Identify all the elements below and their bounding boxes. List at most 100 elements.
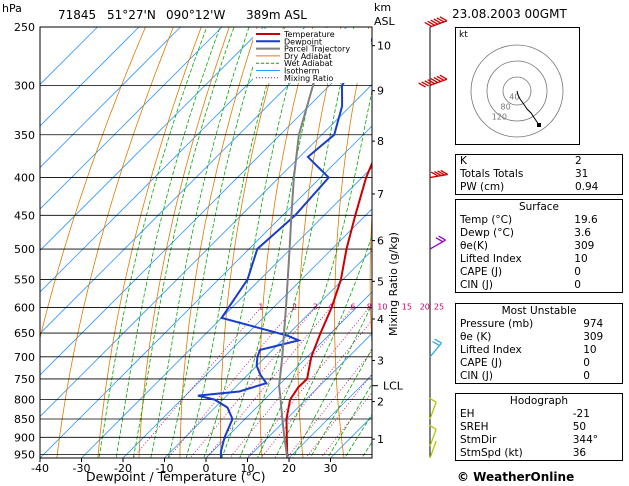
most-unstable-row-label: CAPE (J) xyxy=(460,357,503,369)
wind-barb-feather xyxy=(433,18,442,24)
surface-row-label: CAPE (J) xyxy=(460,266,503,278)
hodograph-trace xyxy=(516,90,540,126)
wind-barb-feather xyxy=(424,80,433,86)
mixing-ratio-tick-label: 25 xyxy=(434,302,444,311)
wind-barb-shaft xyxy=(429,239,446,250)
hodograph-stat-row-value: -21 xyxy=(572,408,590,420)
station-lat: 51°27'N xyxy=(107,8,156,22)
height-tick-label: 1 xyxy=(377,433,384,446)
most-unstable-title: Most Unstable xyxy=(501,305,577,317)
wind-barb-shaft xyxy=(429,428,437,447)
wind-barb xyxy=(429,235,446,250)
wind-barb xyxy=(429,169,449,179)
wet-adiabat-line xyxy=(292,303,372,458)
temperature-tick-label: -10 xyxy=(156,462,174,475)
hodograph-stat-row-label: SREH xyxy=(460,421,489,433)
surface-title: Surface xyxy=(518,201,559,213)
most-unstable-row-value: 309 xyxy=(583,331,604,343)
most-unstable-row: CIN (J) 0 xyxy=(456,370,622,383)
mixing-ratio-labels: 1 2 3 4 6 8 10 15 20 25 xyxy=(258,302,444,311)
wet-adiabat-line xyxy=(150,27,250,458)
mixing-ratio-line xyxy=(260,319,372,458)
wind-barb xyxy=(418,74,448,88)
surface-row-label: Lifted Index xyxy=(460,253,522,265)
wind-barb-feather xyxy=(428,424,437,430)
surface-row-label: CIN (J) xyxy=(460,279,493,291)
temperature-tick-label: 30 xyxy=(324,462,338,475)
mixing-ratio-tick-label: 1 xyxy=(258,302,263,311)
most-unstable-row-label: θe (K) xyxy=(460,331,492,343)
most-unstable-row-value: 10 xyxy=(583,344,597,356)
isotherm-line xyxy=(80,166,372,458)
isotherm-line xyxy=(40,27,182,169)
isotherm-line xyxy=(40,27,140,127)
most-unstable-row: θe (K) 309 xyxy=(456,331,622,344)
wind-barb-feather xyxy=(438,235,446,241)
wind-barb xyxy=(429,440,437,459)
legend-label: Mixing Ratio xyxy=(284,74,333,83)
hodograph-stat-row-value: 36 xyxy=(572,447,587,459)
surface-row-label: θe(K) xyxy=(460,240,488,252)
dewpoint-line xyxy=(197,37,372,458)
pressure-tick-label: 450 xyxy=(14,209,35,222)
temperature-tick-label: 10 xyxy=(241,462,255,475)
height-tick-label: 10 xyxy=(377,40,391,53)
surface-row: CAPE (J) 0 xyxy=(456,266,622,279)
hodograph-ring xyxy=(470,44,564,138)
most-unstable-row-label: CIN (J) xyxy=(460,370,493,382)
legend-label: Parcel Trajectory xyxy=(284,45,350,54)
mixing-ratio-tick-label: 20 xyxy=(420,302,430,311)
isotherm-line xyxy=(40,27,223,210)
wet-adiabat-line xyxy=(221,27,328,458)
wind-barb-feather xyxy=(433,76,442,83)
most-unstable-row: CAPE (J) 0 xyxy=(456,357,622,370)
height-tick-label: 3 xyxy=(377,354,384,367)
hodograph-ring xyxy=(502,76,532,106)
pressure-ticks: 250 300 350 400 450 500 550 600 650 700 750 800 850 9… xyxy=(14,21,35,462)
hodograph-stats-section: Hodograph EH -21 SREH 50 StmDir 344° StmSpd (k… xyxy=(455,393,623,461)
wind-barb xyxy=(428,424,437,447)
index-row-value: 31 xyxy=(574,168,589,180)
height-tick-label: 7 xyxy=(377,188,384,201)
surface-row: Lifted Index 10 xyxy=(456,253,622,266)
wet-adiabat-line xyxy=(327,383,372,458)
lcl-label: LCL xyxy=(383,380,404,393)
height-tick-label: 4 xyxy=(377,313,384,326)
dry-adiabat-line xyxy=(438,0,451,471)
most-unstable-row-label: Lifted Index xyxy=(460,344,522,356)
hodograph-ring-label: 40 xyxy=(509,93,519,102)
pressure-unit-label: hPa xyxy=(2,2,22,15)
pressure-tick-label: 800 xyxy=(14,394,35,407)
wind-barb-feather xyxy=(437,170,445,176)
wind-barb-feather xyxy=(424,21,433,27)
surface-row: Temp (°C) 19.6 xyxy=(456,214,622,227)
mixing-ratio-tick-label: 8 xyxy=(367,302,372,311)
wind-barb-feather xyxy=(434,338,442,344)
surface-row-value: 10 xyxy=(574,253,588,265)
wind-barb-shaft xyxy=(429,401,437,420)
mixing-ratio-tick-label: 4 xyxy=(328,302,333,311)
temperature-tick-label: -20 xyxy=(114,462,132,475)
wind-barb-feather xyxy=(428,397,437,403)
surface-row-value: 0 xyxy=(574,279,581,291)
surface-row-label: Temp (°C) xyxy=(460,214,513,226)
wind-barb-feather xyxy=(439,74,448,80)
mixing-ratio-tick-label: 6 xyxy=(350,302,355,311)
most-unstable-row-value: 974 xyxy=(583,318,604,330)
mixing-ratio-tick-label: 3 xyxy=(313,302,318,311)
wind-barb-shaft xyxy=(429,173,448,179)
hodograph-ring-label: 80 xyxy=(501,103,511,112)
wet-adiabat-line xyxy=(256,88,372,458)
wind-barb-feather xyxy=(436,75,445,81)
most-unstable-row-label: Pressure (mb) xyxy=(460,318,534,330)
pressure-tick-label: 700 xyxy=(14,351,35,364)
wet-adiabat-line xyxy=(167,27,266,458)
surface-row-label: Dewp (°C) xyxy=(460,227,514,239)
wet-adiabat-line xyxy=(98,27,208,458)
hodograph-stat-row-label: EH xyxy=(460,408,475,420)
hodograph-stat-row-value: 50 xyxy=(572,421,587,433)
mixing-ratio-tick-label: 2 xyxy=(292,302,297,311)
surface-row-value: 19.6 xyxy=(574,214,598,226)
pressure-tick-label: 600 xyxy=(14,301,35,314)
